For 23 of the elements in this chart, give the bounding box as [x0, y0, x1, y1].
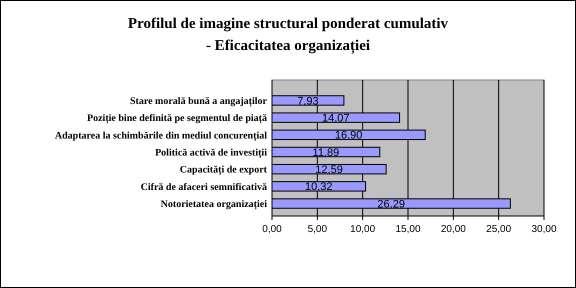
data-label: 16,90: [334, 130, 362, 142]
data-label: 10,32: [305, 181, 333, 194]
x-tick-label: 0,00: [262, 224, 282, 235]
data-label: 7,93: [297, 95, 319, 108]
data-label: 14,07: [322, 112, 350, 124]
y-tick-label: Poziție bine definită pe segmentul de piață: [87, 113, 267, 124]
data-label: 11,89: [312, 146, 340, 159]
y-tick-label: Politică activă de investiții: [155, 148, 268, 158]
x-tick-label: 15,00: [395, 224, 421, 235]
chart-title: Profilul de imagine structural ponderat cumulativ: [128, 16, 449, 32]
data-label: 26,29: [377, 198, 405, 210]
x-tick-label: 30,00: [531, 224, 557, 235]
y-tick-label: Notorietatea organizației: [160, 199, 268, 210]
data-label: 12,59: [315, 164, 343, 176]
chart-subtitle: - Eficacitatea organizației: [206, 38, 370, 54]
y-tick-label: Capacități de export: [180, 164, 268, 176]
x-tick-label: 20,00: [440, 224, 466, 235]
y-tick-label: Cifră de afaceri semnificativă: [140, 182, 267, 193]
y-tick-label: Adaptarea la schimbările din mediul concurențial: [54, 130, 268, 142]
x-tick-label: 5,00: [308, 224, 328, 235]
x-tick-label: 10,00: [350, 224, 376, 235]
y-tick-label: Stare morală bună a angajaților: [130, 96, 268, 107]
x-tick-label: 25,00: [486, 224, 512, 235]
